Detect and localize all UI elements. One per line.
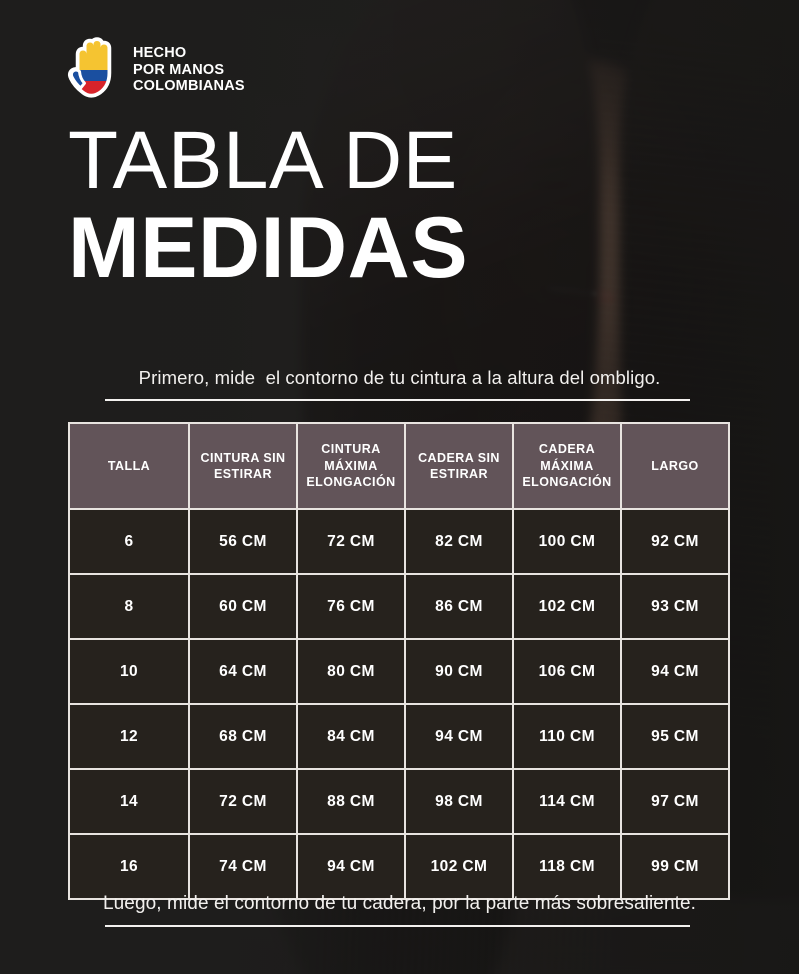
measurements-table-wrapper: TALLA CINTURA SIN ESTIRAR CINTURA MÁXIMA… <box>68 422 730 900</box>
table-row: 14 72 CM 88 CM 98 CM 114 CM 97 CM <box>68 768 730 835</box>
cell-cadera-sin-estirar: 90 CM <box>404 638 514 705</box>
cell-talla: 12 <box>68 703 190 770</box>
cell-cadera-sin-estirar: 94 CM <box>404 703 514 770</box>
cell-cadera-maxima: 110 CM <box>512 703 622 770</box>
cell-largo: 99 CM <box>620 833 730 900</box>
column-header-cintura-maxima-elongacion: CINTURA MÁXIMA ELONGACIÓN <box>296 422 406 510</box>
cell-cadera-maxima: 106 CM <box>512 638 622 705</box>
cell-cintura-maxima: 80 CM <box>296 638 406 705</box>
cell-largo: 93 CM <box>620 573 730 640</box>
divider-top <box>105 399 690 401</box>
colombian-hand-icon <box>67 37 112 98</box>
cell-cadera-sin-estirar: 82 CM <box>404 508 514 575</box>
cell-cintura-maxima: 76 CM <box>296 573 406 640</box>
brand-logo: HECHO POR MANOS COLOMBIANAS <box>66 33 245 107</box>
cell-cintura-maxima: 72 CM <box>296 508 406 575</box>
cell-talla: 8 <box>68 573 190 640</box>
table-row: 10 64 CM 80 CM 90 CM 106 CM 94 CM <box>68 638 730 705</box>
table-row: 6 56 CM 72 CM 82 CM 100 CM 92 CM <box>68 508 730 575</box>
column-header-cadera-maxima-elongacion: CADERA MÁXIMA ELONGACIÓN <box>512 422 622 510</box>
cell-talla: 6 <box>68 508 190 575</box>
cell-cintura-sin-estirar: 72 CM <box>188 768 298 835</box>
cell-largo: 94 CM <box>620 638 730 705</box>
cell-largo: 95 CM <box>620 703 730 770</box>
cell-cadera-sin-estirar: 98 CM <box>404 768 514 835</box>
instruction-hip: Luego, mide el contorno de tu cadera, po… <box>102 893 697 914</box>
column-header-cadera-sin-estirar: CADERA SIN ESTIRAR <box>404 422 514 510</box>
cell-cintura-sin-estirar: 64 CM <box>188 638 298 705</box>
cell-cintura-sin-estirar: 56 CM <box>188 508 298 575</box>
table-row: 8 60 CM 76 CM 86 CM 102 CM 93 CM <box>68 573 730 640</box>
cell-talla: 16 <box>68 833 190 900</box>
divider-bottom <box>105 925 690 927</box>
title-line-1: TABLA DE <box>68 115 458 206</box>
instruction-waist: Primero, mide el contorno de tu cintura … <box>138 367 661 388</box>
cell-largo: 92 CM <box>620 508 730 575</box>
brand-logo-text: HECHO POR MANOS COLOMBIANAS <box>133 44 245 95</box>
cell-cadera-sin-estirar: 102 CM <box>404 833 514 900</box>
column-header-cintura-sin-estirar: CINTURA SIN ESTIRAR <box>188 422 298 510</box>
table-header-row: TALLA CINTURA SIN ESTIRAR CINTURA MÁXIMA… <box>68 422 730 510</box>
cell-talla: 10 <box>68 638 190 705</box>
cell-cadera-sin-estirar: 86 CM <box>404 573 514 640</box>
cell-largo: 97 CM <box>620 768 730 835</box>
cell-talla: 14 <box>68 768 190 835</box>
page-title: TABLA DE MEDIDAS <box>68 115 708 296</box>
table-row: 12 68 CM 84 CM 94 CM 110 CM 95 CM <box>68 703 730 770</box>
column-header-talla: TALLA <box>68 422 190 510</box>
cell-cintura-maxima: 88 CM <box>296 768 406 835</box>
cell-cintura-sin-estirar: 74 CM <box>188 833 298 900</box>
cell-cintura-maxima: 94 CM <box>296 833 406 900</box>
cell-cadera-maxima: 118 CM <box>512 833 622 900</box>
measurements-table: TALLA CINTURA SIN ESTIRAR CINTURA MÁXIMA… <box>68 422 730 900</box>
cell-cintura-maxima: 84 CM <box>296 703 406 770</box>
cell-cadera-maxima: 100 CM <box>512 508 622 575</box>
cell-cadera-maxima: 102 CM <box>512 573 622 640</box>
title-line-2: MEDIDAS <box>68 199 469 296</box>
cell-cintura-sin-estirar: 60 CM <box>188 573 298 640</box>
table-row: 16 74 CM 94 CM 102 CM 118 CM 99 CM <box>68 833 730 900</box>
column-header-largo: LARGO <box>620 422 730 510</box>
cell-cintura-sin-estirar: 68 CM <box>188 703 298 770</box>
cell-cadera-maxima: 114 CM <box>512 768 622 835</box>
